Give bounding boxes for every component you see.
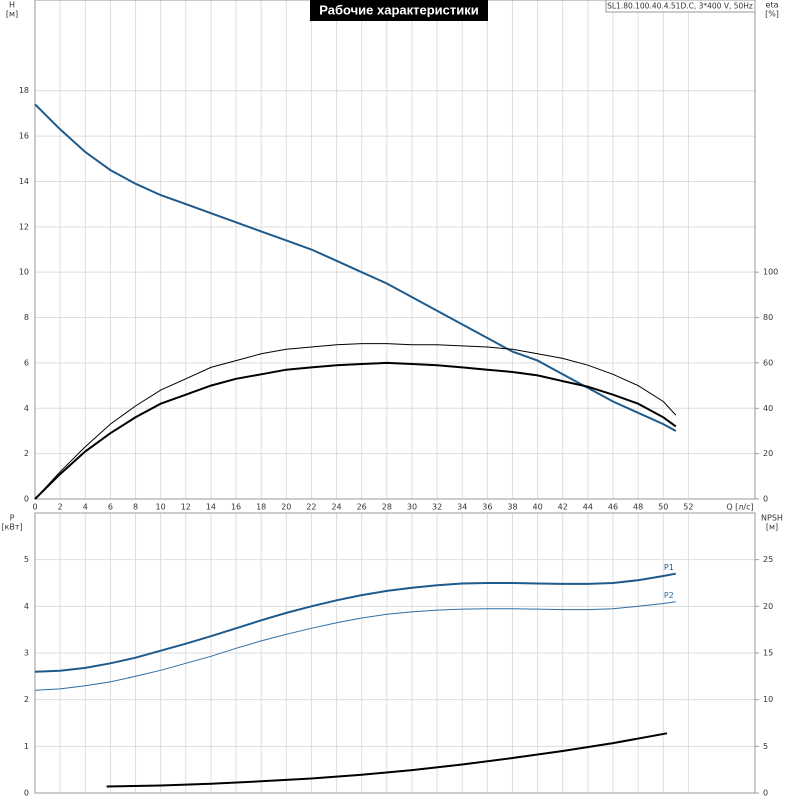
x-tick-label: 26	[357, 503, 367, 512]
x-tick-label: 14	[206, 503, 216, 512]
y2-tick-label: 80	[763, 313, 773, 322]
x-tick-label: 24	[331, 503, 341, 512]
y2-tick-label: 100	[763, 268, 778, 277]
plot-frame	[34, 0, 756, 500]
x-tick-label: 52	[683, 503, 693, 512]
series-label: P2	[664, 591, 674, 600]
x-tick-label: 30	[407, 503, 417, 512]
model-box	[605, 0, 756, 13]
y2-axis-label: [%]	[765, 10, 779, 19]
y-tick-label: 3	[24, 649, 29, 658]
y-axis-label: P	[10, 514, 15, 523]
y-tick-label: 12	[19, 222, 29, 231]
x-tick-label: 38	[507, 503, 517, 512]
y2-tick-label: 20	[763, 449, 773, 458]
y-tick-label: 10	[19, 268, 29, 277]
y-tick-label: 16	[19, 132, 29, 141]
y2-tick-label: 20	[763, 602, 773, 611]
series-line	[34, 601, 676, 691]
y-tick-label: 0	[24, 789, 29, 798]
model-label: SL1.80.100.40.4.51D.C, 3*400 V, 50Hz	[607, 2, 753, 11]
y2-tick-label: 60	[763, 358, 773, 367]
series-line	[34, 103, 677, 432]
y-tick-label: 14	[19, 177, 29, 186]
x-tick-label: 36	[482, 503, 492, 512]
x-tick-label: 46	[608, 503, 618, 512]
y2-tick-label: 0	[763, 495, 768, 504]
x-tick-label: 42	[558, 503, 568, 512]
y-axis-label: [кВт]	[1, 523, 22, 532]
x-tick-label: 16	[231, 503, 241, 512]
x-tick-label: 50	[658, 503, 668, 512]
x-tick-label: 22	[306, 503, 316, 512]
chart-title: Рабочие характеристики	[319, 2, 479, 17]
y-tick-label: 4	[24, 404, 29, 413]
y-axis-label: [м]	[6, 10, 18, 19]
x-tick-label: 32	[432, 503, 442, 512]
y2-tick-label: 40	[763, 404, 773, 413]
x-tick-label: 44	[583, 503, 593, 512]
plot-frame	[34, 512, 756, 794]
x-tick-label: 8	[133, 503, 138, 512]
plot-area	[35, 0, 755, 499]
x-tick-label: 34	[457, 503, 467, 512]
y-tick-label: 0	[24, 495, 29, 504]
x-tick-label: 18	[256, 503, 266, 512]
series-line	[34, 343, 677, 500]
y2-axis-label: [м]	[766, 523, 778, 532]
series-label: P1	[664, 563, 674, 572]
x-tick-label: 2	[58, 503, 63, 512]
y2-tick-label: 15	[763, 649, 773, 658]
y-tick-label: 18	[19, 86, 29, 95]
y-tick-label: 8	[24, 313, 29, 322]
y-tick-label: 6	[24, 358, 29, 367]
y2-axis-label: NPSH	[761, 514, 783, 523]
y2-tick-label: 25	[763, 555, 773, 564]
x-axis-label: Q [л/с]	[726, 503, 753, 512]
x-tick-label: 6	[108, 503, 113, 512]
x-tick-label: 40	[533, 503, 543, 512]
y2-tick-label: 0	[763, 789, 768, 798]
title-box	[310, 0, 488, 21]
y2-axis-label: eta	[766, 1, 779, 10]
y-tick-label: 2	[24, 695, 29, 704]
y-tick-label: 1	[24, 742, 29, 751]
y-tick-label: 5	[24, 555, 29, 564]
x-tick-label: 48	[633, 503, 643, 512]
series-line	[34, 361, 677, 500]
y2-tick-label: 5	[763, 742, 768, 751]
series-line	[34, 572, 676, 673]
y-tick-label: 2	[24, 449, 29, 458]
x-tick-label: 28	[382, 503, 392, 512]
y2-tick-label: 10	[763, 695, 773, 704]
y-axis-label: H	[9, 1, 15, 10]
x-tick-label: 4	[83, 503, 88, 512]
x-tick-label: 20	[281, 503, 291, 512]
x-tick-label: 10	[156, 503, 166, 512]
x-tick-label: 12	[181, 503, 191, 512]
x-tick-label: 0	[32, 503, 37, 512]
y-tick-label: 4	[24, 602, 29, 611]
series-line	[106, 732, 668, 788]
